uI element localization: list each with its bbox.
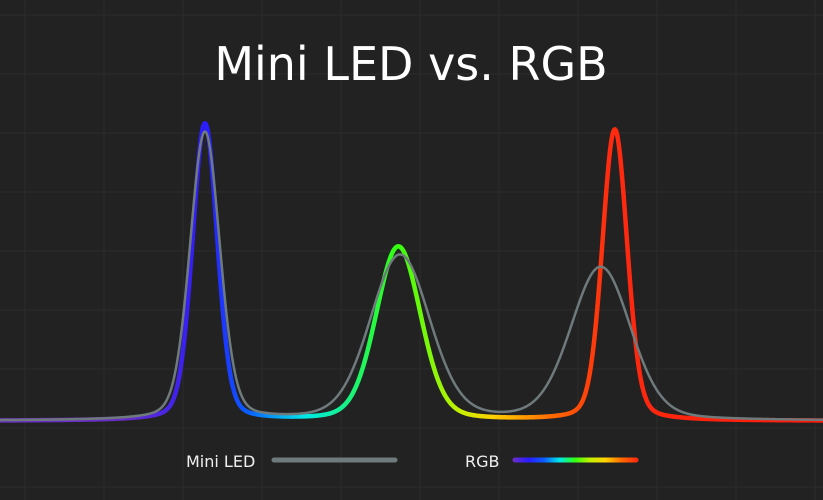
legend-label-rgb: RGB	[465, 452, 500, 471]
series-line-rgb	[0, 120, 823, 423]
series-group	[0, 120, 823, 423]
series-line-mini-led	[0, 129, 823, 422]
legend-label-mini-led: Mini LED	[186, 452, 255, 471]
legend: Mini LED RGB	[186, 452, 639, 471]
chart-title: Mini LED vs. RGB	[214, 37, 607, 91]
